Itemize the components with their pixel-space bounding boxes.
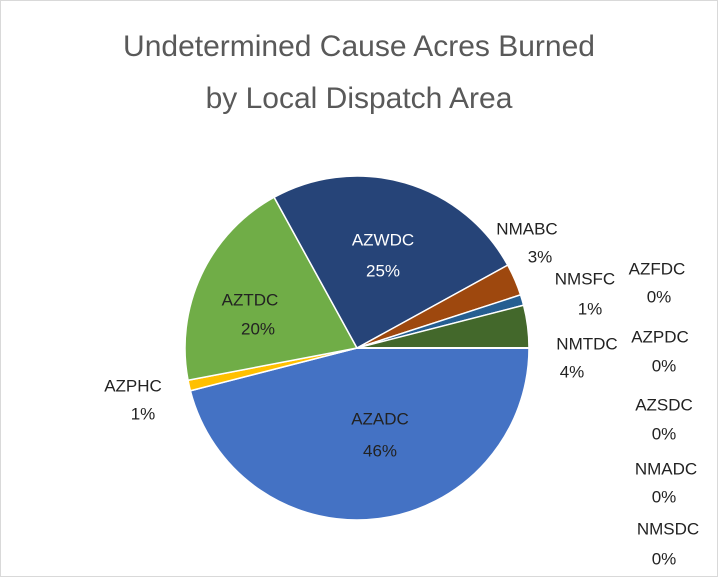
- data-label-name: NMABC: [496, 219, 557, 238]
- chart-title: by Local Dispatch Area: [206, 82, 513, 115]
- data-label-value: 0%: [652, 487, 677, 506]
- data-label-name: AZADC: [351, 409, 409, 428]
- data-label-value: 46%: [363, 441, 397, 460]
- pie-slice: [184, 196, 359, 382]
- data-label-value: 20%: [241, 319, 275, 338]
- data-label-name: AZPHC: [104, 376, 162, 395]
- chart-title: Undetermined Cause Acres Burned: [123, 30, 595, 63]
- pie-slice: [189, 347, 530, 521]
- data-label-value: 0%: [647, 287, 672, 306]
- data-label-name: NMSDC: [637, 519, 699, 538]
- data-label-name: NMTDC: [556, 334, 617, 353]
- pie-slice: [273, 175, 509, 350]
- data-label-value: 25%: [366, 261, 400, 280]
- data-label-value: 3%: [528, 247, 553, 266]
- data-label-name: AZPDC: [631, 327, 689, 346]
- data-label-value: 0%: [652, 356, 677, 375]
- data-label-name: AZSDC: [635, 395, 693, 414]
- data-label-value: 1%: [131, 404, 156, 423]
- data-label-value: 1%: [578, 299, 603, 318]
- data-label-value: 0%: [652, 424, 677, 443]
- data-label-name: AZFDC: [629, 259, 686, 278]
- data-label-name: NMSFC: [555, 269, 615, 288]
- data-label-name: AZTDC: [222, 290, 279, 309]
- data-label-name: AZWDC: [352, 230, 414, 249]
- data-label-value: 4%: [560, 362, 585, 381]
- data-label-value: 0%: [652, 549, 677, 568]
- data-label-name: NMADC: [635, 459, 697, 478]
